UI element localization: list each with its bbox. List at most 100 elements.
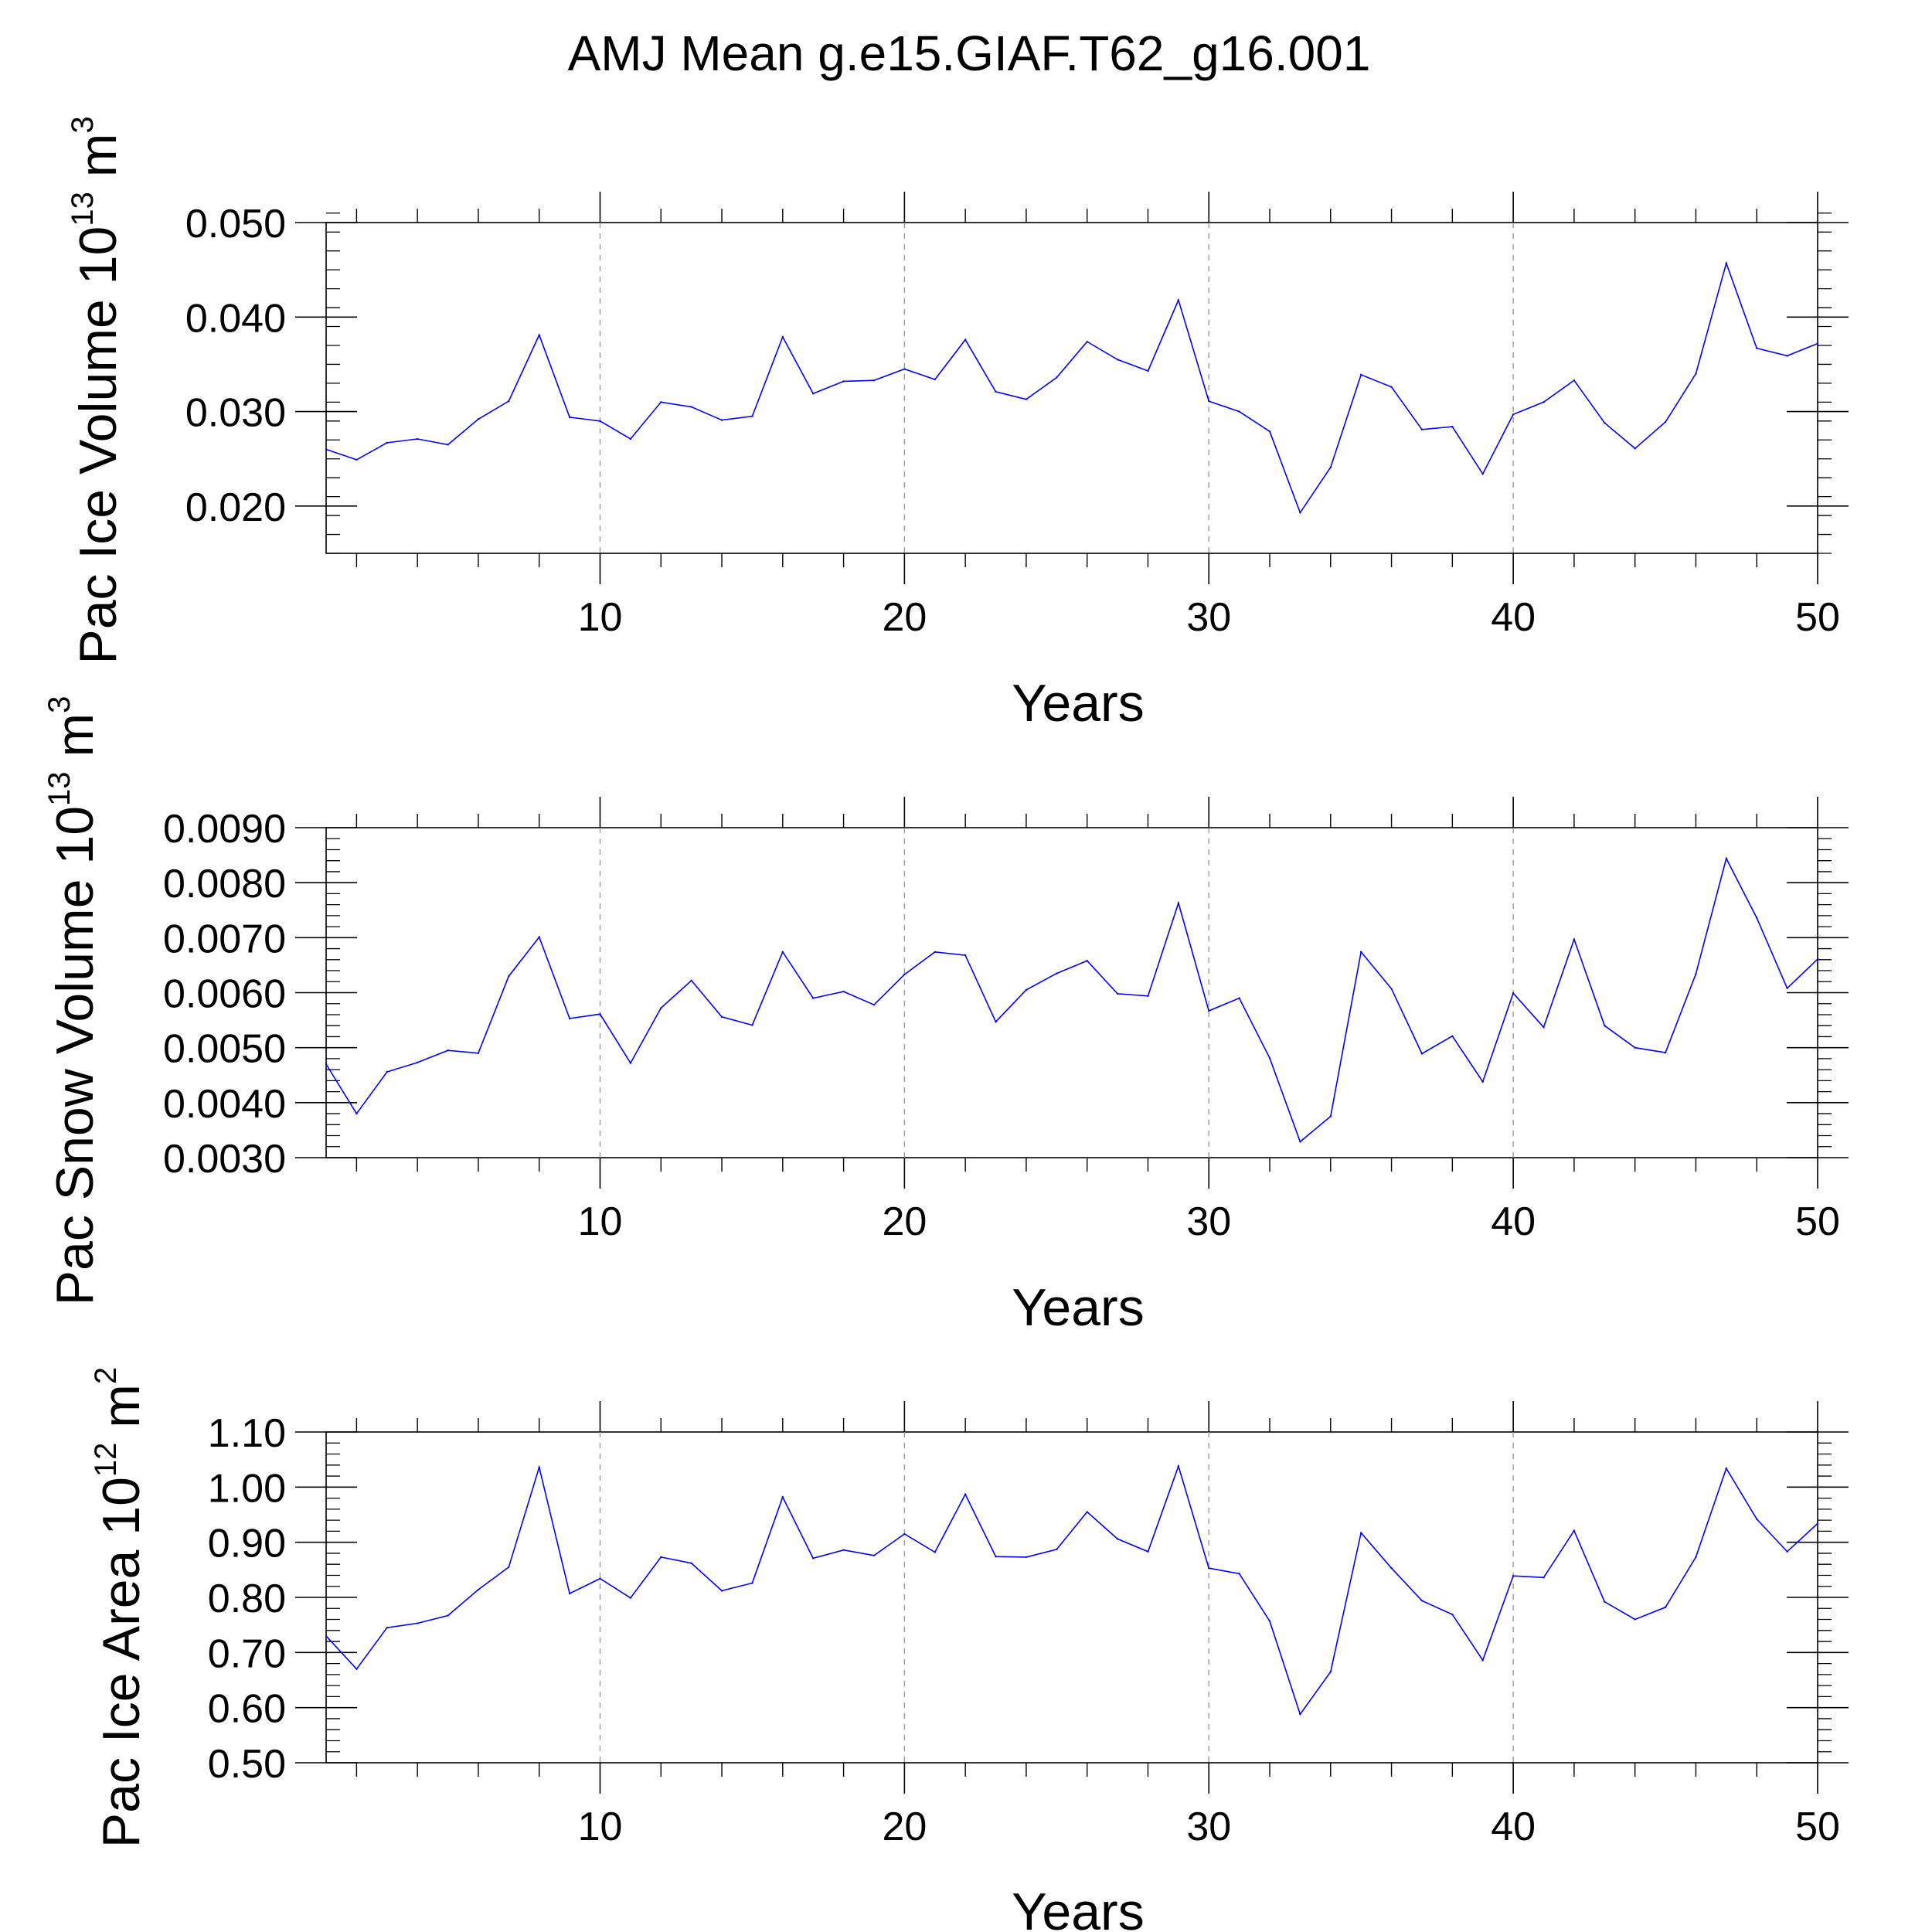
- data-point: [568, 416, 571, 419]
- y-tick-label: 1.00: [208, 1466, 286, 1511]
- data-point: [629, 1597, 632, 1599]
- data-point: [1604, 1025, 1606, 1027]
- data-point: [1299, 512, 1301, 514]
- data-point: [1208, 1009, 1210, 1012]
- data-point: [1604, 422, 1606, 424]
- data-point: [1299, 1713, 1301, 1716]
- data-point: [447, 444, 449, 446]
- data-point: [660, 1556, 662, 1559]
- data-point: [1604, 1600, 1606, 1603]
- data-point: [325, 1634, 328, 1638]
- data-point: [1177, 1465, 1180, 1468]
- data-point: [1543, 401, 1545, 403]
- x-tick-label: 40: [1491, 595, 1536, 640]
- data-point: [1025, 1556, 1028, 1559]
- data-point: [447, 1614, 449, 1617]
- data-point: [903, 973, 906, 976]
- data-point: [1481, 473, 1484, 475]
- data-point: [781, 335, 784, 338]
- x-axis-title: Years: [1012, 1883, 1144, 1932]
- y-axis-title-exponent: 12: [89, 1443, 123, 1478]
- x-tick-label: 50: [1795, 1199, 1840, 1244]
- data-point: [1725, 857, 1728, 860]
- x-tick-label: 40: [1491, 1804, 1536, 1849]
- data-point: [1420, 1053, 1423, 1055]
- data-point: [1573, 1529, 1576, 1532]
- data-point: [1664, 420, 1667, 423]
- data-point: [1056, 376, 1058, 379]
- y-tick-label: 0.0040: [163, 1082, 286, 1127]
- data-point: [1359, 1532, 1362, 1534]
- data-point: [934, 951, 936, 954]
- data-point: [1329, 466, 1332, 468]
- x-tick-label: 50: [1795, 595, 1840, 640]
- data-point: [538, 334, 540, 336]
- panel-snow-volume: 10 20 30 40 50 0.0030 0.0040 0.0050 0.0060 0.0070…: [43, 696, 1849, 1337]
- y-tick-label: 0.90: [208, 1522, 286, 1566]
- data-point: [1756, 1518, 1758, 1520]
- y-axis-title-unit: m: [46, 713, 104, 772]
- data-point: [1420, 1600, 1423, 1602]
- data-point: [599, 1577, 601, 1580]
- data-point: [1816, 957, 1819, 961]
- x-axis-title: Years: [1012, 1278, 1144, 1337]
- data-point: [842, 380, 845, 383]
- data-point: [386, 441, 388, 444]
- data-point: [1086, 1511, 1088, 1513]
- data-point: [720, 1015, 723, 1019]
- y-axis-title-main: Pac Ice Area 10: [92, 1477, 151, 1848]
- series-line-ice-volume: [325, 260, 1818, 515]
- y-tick-label: 0.0050: [163, 1027, 286, 1072]
- x-axis-title: Years: [1012, 674, 1144, 733]
- x-tick-label: 10: [578, 1804, 623, 1849]
- data-point: [781, 951, 784, 954]
- panels: 10 20 30 40 50 0.020 0.030 0.040 0.050 Years Pac I…: [43, 116, 1849, 1932]
- data-point: [538, 1466, 540, 1468]
- y-axis-title-unit-exponent: 3: [66, 116, 100, 133]
- data-point: [1359, 373, 1362, 376]
- data-point: [1512, 1574, 1515, 1577]
- data-point: [1390, 386, 1393, 388]
- data-point: [1664, 1606, 1667, 1609]
- data-point: [1147, 1550, 1149, 1553]
- data-point: [872, 1003, 876, 1006]
- data-point: [1329, 1671, 1332, 1673]
- data-point: [508, 1566, 510, 1568]
- y-tick-label: 0.0080: [163, 862, 286, 906]
- data-point: [1299, 1141, 1301, 1143]
- y-tick-label: 0.040: [185, 296, 286, 341]
- data-point: [720, 1590, 723, 1592]
- data-point: [1086, 340, 1088, 343]
- data-point: [599, 1013, 601, 1015]
- data-point: [1634, 1618, 1636, 1621]
- data-point: [477, 418, 480, 420]
- data-point: [995, 1021, 997, 1023]
- data-point: [1695, 973, 1697, 975]
- data-point: [1390, 1566, 1393, 1570]
- data-point: [872, 379, 876, 382]
- data-point: [1451, 1035, 1454, 1037]
- data-point: [1634, 447, 1636, 450]
- data-point: [903, 1532, 906, 1536]
- y-axis-title-main: Pac Ice Volume 10: [69, 226, 128, 665]
- data-point: [1756, 917, 1758, 919]
- y-axis-title: Pac Snow Volume 1013 m3: [43, 696, 104, 1306]
- x-tick-label: 30: [1186, 1804, 1231, 1849]
- data-point: [1664, 1051, 1667, 1054]
- y-axis-title-exponent: 13: [43, 771, 77, 806]
- data-point: [325, 448, 328, 451]
- data-point: [355, 1668, 358, 1670]
- x-tick-label: 20: [882, 1199, 927, 1244]
- x-tick-label: 30: [1186, 595, 1231, 640]
- data-point: [1147, 369, 1149, 372]
- data-point: [386, 1627, 388, 1629]
- data-point: [1238, 997, 1240, 999]
- y-tick-label: 1.10: [208, 1411, 286, 1456]
- data-point: [599, 420, 601, 422]
- panel-ice-volume: 10 20 30 40 50 0.020 0.030 0.040 0.050 Years Pac I…: [66, 116, 1849, 733]
- data-point: [812, 1557, 815, 1560]
- data-point: [1725, 262, 1728, 264]
- data-point: [751, 1582, 753, 1584]
- data-point: [995, 1556, 997, 1558]
